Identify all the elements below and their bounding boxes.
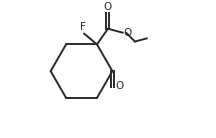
Text: O: O — [123, 28, 132, 38]
Text: O: O — [115, 81, 123, 91]
Text: F: F — [80, 22, 86, 32]
Text: O: O — [104, 2, 112, 12]
